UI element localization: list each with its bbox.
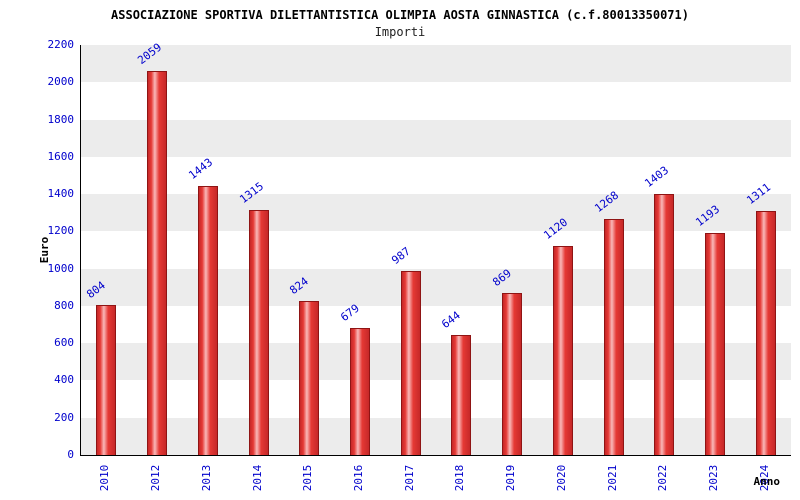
y-tick-label: 200 [54, 410, 74, 424]
y-tick-label: 1400 [47, 187, 75, 201]
x-axis-ticks: 2010 2012 2013 2014 2015 2016 2017 2018 2019 2020… [80, 456, 790, 500]
bar-2018 [451, 334, 472, 455]
chart-subtitle: Importi [374, 25, 426, 39]
plot-band [81, 119, 791, 157]
x-tick-label: 2013 [199, 464, 213, 492]
bar-2016 [349, 328, 370, 455]
bar-2014 [248, 209, 269, 455]
plot-band [81, 156, 791, 195]
x-tick-label: 2021 [605, 464, 619, 492]
bar-2019 [502, 293, 523, 455]
plot-band [81, 194, 791, 232]
y-tick-label: 2200 [47, 38, 75, 51]
y-tick-label: 1600 [47, 149, 75, 163]
bar-2015 [299, 301, 320, 455]
y-tick-label: 600 [54, 336, 74, 350]
plot-band [81, 82, 791, 120]
x-tick-label: 2022 [656, 464, 670, 492]
y-tick-label: 2000 [47, 75, 75, 89]
x-axis-title: Anno [753, 475, 781, 488]
x-tick-label: 2016 [351, 464, 365, 492]
plot-band [81, 380, 791, 418]
bar-2013 [197, 186, 218, 455]
x-tick-label: 2014 [250, 464, 264, 492]
bar-2024 [755, 210, 776, 455]
plot-band [81, 268, 791, 306]
chart-title: ASSOCIAZIONE SPORTIVA DILETTANTISTICA OL… [111, 8, 689, 22]
bar-2012 [147, 71, 168, 455]
x-tick-label: 2019 [504, 464, 518, 492]
plot-band [81, 45, 791, 83]
y-tick-label: 1800 [47, 112, 75, 126]
x-tick-label: 2010 [98, 464, 112, 492]
bar-2010 [96, 305, 117, 455]
y-tick-label: 400 [54, 373, 74, 387]
bar-2023 [704, 232, 725, 455]
x-tick-label: 2023 [706, 464, 720, 492]
plot-area: 804 2059 1443 1315 824 679 987 644 869 1120 1268 14… [80, 41, 791, 456]
x-tick-label: 2017 [402, 464, 416, 492]
plot-band [81, 231, 791, 269]
y-tick-label: 800 [54, 298, 74, 312]
x-tick-label: 2018 [453, 464, 467, 492]
y-tick-label: 0 [67, 448, 74, 461]
bar-2021 [603, 218, 624, 455]
x-tick-label: 2020 [554, 464, 568, 492]
x-tick-label: 2015 [301, 464, 315, 492]
y-tick-label: 1000 [47, 261, 75, 275]
y-axis-ticks: 0 200 400 600 800 1000 1200 1400 1600 1800 2000 220… [0, 38, 75, 461]
plot-band [81, 343, 791, 381]
plot-band [81, 417, 791, 455]
plot-band [81, 305, 791, 344]
x-tick-label: 2012 [149, 464, 163, 492]
bar-2022 [654, 193, 675, 455]
y-tick-label: 1200 [47, 224, 75, 238]
bar-2017 [400, 271, 421, 455]
bar-2020 [552, 246, 573, 455]
